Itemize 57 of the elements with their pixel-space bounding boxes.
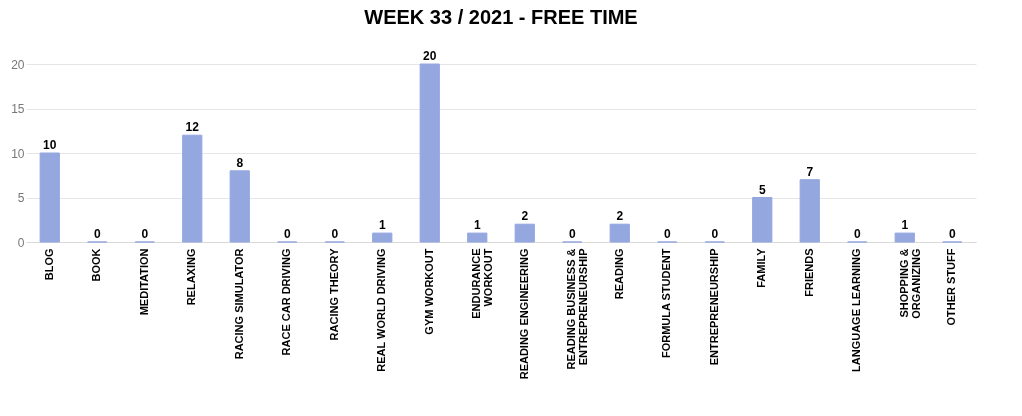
data-label: 0: [948, 227, 956, 241]
x-tick-label: FAMILY: [755, 247, 768, 288]
x-tick-label: FRIENDS: [802, 248, 815, 297]
x-tick-label: READING BUSINESS & ENTREPRENEURSHIP: [565, 248, 590, 370]
data-label: 2: [521, 209, 529, 224]
x-tick-label: READING ENGINEERING: [517, 248, 530, 380]
data-label: 12: [185, 120, 200, 135]
y-tick-label: 0: [17, 235, 25, 250]
x-tick-label: SHOPPING & ORGANIZING: [897, 248, 922, 319]
bar: [514, 223, 535, 243]
data-label: 0: [283, 227, 291, 241]
data-label: 1: [378, 218, 386, 233]
data-label: 0: [853, 227, 861, 241]
y-tick-label: 5: [17, 191, 25, 205]
x-tick-label: BLOG: [42, 248, 55, 281]
x-tick-label: ENDURANCE WORKOUT: [470, 248, 495, 319]
x-tick-label: RACING SIMULATOR: [232, 248, 245, 360]
bar: [894, 232, 915, 243]
x-tick-label: GYM WORKOUT: [422, 248, 435, 335]
x-tick-label: BOOK: [90, 248, 103, 282]
x-tick-label: OTHER STUFF: [945, 248, 958, 326]
bar: [419, 63, 440, 243]
data-label: 20: [423, 49, 437, 63]
y-tick-label: 20: [11, 57, 25, 72]
data-label: 0: [568, 227, 576, 241]
bar: [39, 152, 60, 243]
y-tick-label: 15: [11, 102, 25, 116]
data-label: 0: [331, 227, 339, 241]
data-label: 0: [93, 227, 101, 241]
data-label: 0: [711, 227, 719, 241]
y-tick-label: 10: [11, 146, 25, 161]
data-label: 0: [663, 227, 671, 241]
bar: [467, 232, 488, 243]
x-tick-label: READING: [612, 248, 625, 300]
bar: [229, 170, 250, 243]
x-tick-label: RACING THEORY: [327, 247, 340, 341]
data-label: 10: [43, 138, 57, 152]
data-label: 1: [473, 218, 481, 233]
data-label: 8: [236, 155, 244, 170]
x-tick-label: FORMULA STUDENT: [660, 248, 673, 359]
data-label: 0: [141, 227, 149, 241]
chart-title: WEEK 33 / 2021 - FREE TIME: [364, 6, 638, 28]
bar: [609, 223, 630, 243]
bar: [372, 232, 393, 243]
x-tick-label: RACE CAR DRIVING: [280, 248, 293, 356]
data-label: 2: [616, 209, 624, 224]
data-label: 5: [758, 182, 766, 197]
x-tick-label: REAL WORLD DRIVING: [375, 248, 388, 372]
data-label: 7: [806, 164, 814, 179]
bar: [799, 179, 820, 243]
x-tick-label: ENTREPRENEURSHIP: [707, 248, 720, 366]
bar: [752, 197, 773, 243]
x-tick-label: MEDITATION: [137, 248, 150, 316]
bar: [182, 134, 203, 243]
x-tick-label: LANGUAGE LEARNING: [850, 248, 863, 372]
x-tick-label: RELAXING: [185, 248, 198, 306]
data-label: 1: [901, 218, 909, 233]
